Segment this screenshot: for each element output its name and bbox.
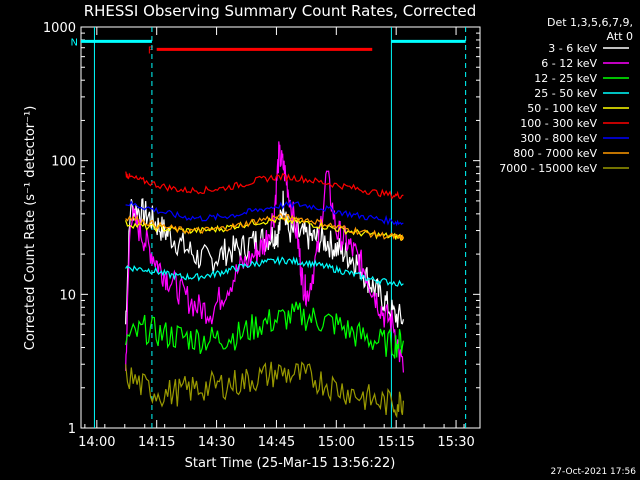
x-axis-label: Start Time (25-Mar-15 13:56:22) xyxy=(185,456,396,471)
plot-frame xyxy=(80,26,481,429)
legend-label: 50 - 100 keV xyxy=(527,102,597,115)
x-tick-label: 15:30 xyxy=(437,435,474,450)
legend-header: Att 0 xyxy=(607,30,633,43)
x-tick-label: 14:30 xyxy=(198,435,235,450)
legend-header: Det 1,3,5,6,7,9, xyxy=(547,16,633,29)
legend-label: 800 - 7000 keV xyxy=(513,147,597,160)
legend-label: 7000 - 15000 keV xyxy=(499,162,597,175)
annotation-label: F xyxy=(148,45,154,56)
legend-label: 100 - 300 keV xyxy=(520,117,597,130)
y-tick-label: 100 xyxy=(51,155,76,170)
legend-label: 3 - 6 keV xyxy=(548,42,597,55)
legend-label: 6 - 12 keV xyxy=(541,57,597,70)
footer-timestamp: 27-Oct-2021 17:56 xyxy=(551,467,637,477)
x-tick-label: 14:00 xyxy=(78,435,115,450)
y-tick-label: 1000 xyxy=(43,21,76,36)
series-line xyxy=(125,361,404,419)
legend-label: 25 - 50 keV xyxy=(534,87,597,100)
series-line xyxy=(125,200,404,227)
series-line xyxy=(125,212,404,242)
y-tick-label: 10 xyxy=(59,288,76,303)
x-tick-label: 15:00 xyxy=(318,435,355,450)
x-tick-label: 15:15 xyxy=(377,435,414,450)
x-tick-label: 14:45 xyxy=(258,435,295,450)
x-tick-label: 14:15 xyxy=(138,435,175,450)
series-line xyxy=(125,171,404,200)
legend-label: 300 - 800 keV xyxy=(520,132,597,145)
y-axis-label: Corrected Count Rate (s⁻¹ detector⁻¹) xyxy=(23,106,38,351)
legend-label: 12 - 25 keV xyxy=(534,72,597,85)
series-line xyxy=(125,141,404,373)
series-line xyxy=(125,255,404,287)
chart-title: RHESSI Observing Summary Count Rates, Co… xyxy=(84,2,477,20)
annotation-label: N xyxy=(71,37,78,48)
series-line xyxy=(125,301,404,359)
y-tick-label: 1 xyxy=(68,422,76,437)
